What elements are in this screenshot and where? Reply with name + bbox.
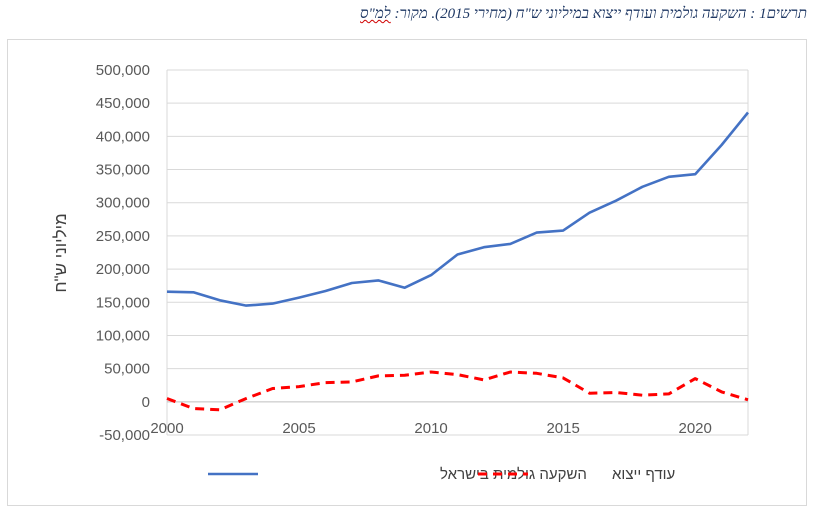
x-tick-label: 2015 <box>546 420 579 437</box>
y-axis-ticks: -50,000 0 50,000 100,000 150,000 200,000 250,0… <box>96 62 150 444</box>
caption-source: למ"ס <box>360 6 391 22</box>
y-tick-label: 400,000 <box>96 128 150 145</box>
chart-frame <box>7 39 807 506</box>
y-tick-label: -50,000 <box>99 427 150 444</box>
y-tick-label: 100,000 <box>96 327 150 344</box>
series-lines <box>166 111 750 412</box>
y-axis-label: מיליוני ש"ח <box>51 213 70 292</box>
x-tick-label: 2010 <box>414 420 447 437</box>
legend: השקעה גולמית בישראל עודף ייצוא <box>208 466 675 483</box>
series-line-1 <box>166 111 750 307</box>
y-tick-label: 200,000 <box>96 261 150 278</box>
y-tick-label: 350,000 <box>96 162 150 179</box>
series-line-2 <box>166 370 749 412</box>
legend-label-2: עודף ייצוא <box>612 466 675 483</box>
y-tick-label: 300,000 <box>96 195 150 212</box>
y-tick-label: 150,000 <box>96 294 150 311</box>
y-tick-label: 50,000 <box>104 361 150 378</box>
y-tick-label: 450,000 <box>96 95 150 112</box>
x-tick-label: 2005 <box>282 420 315 437</box>
y-tick-label: 500,000 <box>96 62 150 79</box>
figure-caption: תרשים1 : השקעה גולמית ועודף ייצוא במיליו… <box>360 6 807 23</box>
y-tick-label: 0 <box>142 394 150 411</box>
x-axis-ticks: 2000 2005 2010 2015 2020 <box>150 420 712 437</box>
x-tick-label: 2020 <box>678 420 711 437</box>
y-tick-label: 250,000 <box>96 228 150 245</box>
x-tick-label: 2000 <box>150 420 183 437</box>
gridlines <box>166 69 749 436</box>
caption-text: תרשים1 : השקעה גולמית ועודף ייצוא במיליו… <box>394 6 808 22</box>
